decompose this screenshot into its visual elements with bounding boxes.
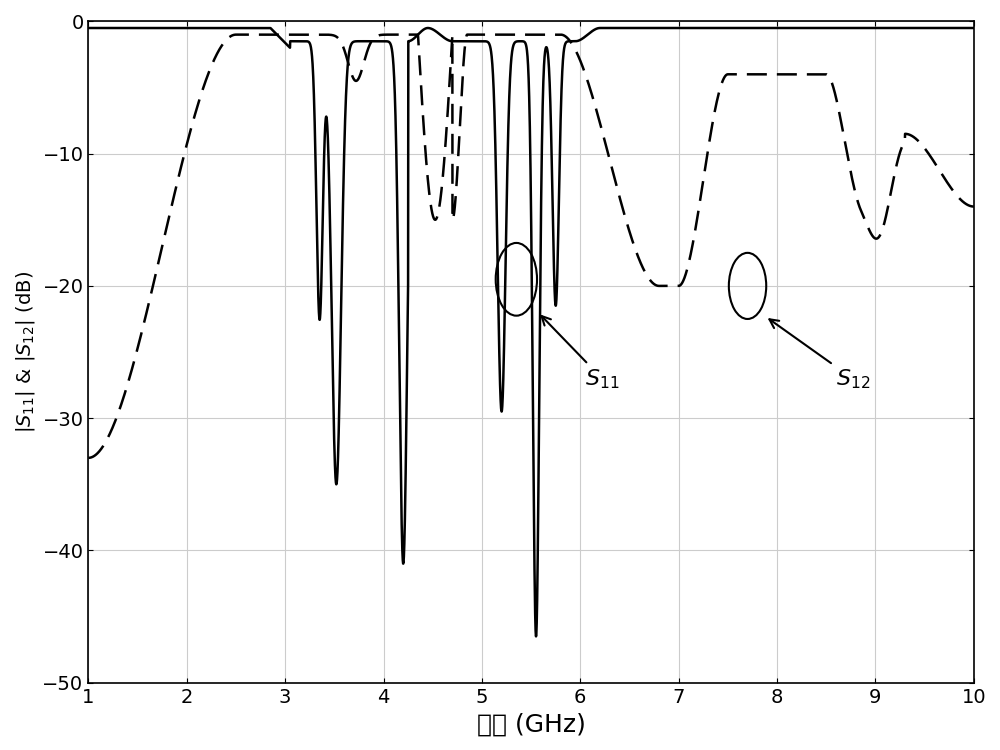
Text: $S_{12}$: $S_{12}$ xyxy=(769,320,870,391)
Y-axis label: $|S_{11}|$ & $|S_{12}|$ (dB): $|S_{11}|$ & $|S_{12}|$ (dB) xyxy=(14,271,37,433)
X-axis label: 频率 (GHz): 频率 (GHz) xyxy=(477,712,586,736)
Text: $S_{11}$: $S_{11}$ xyxy=(542,316,620,391)
